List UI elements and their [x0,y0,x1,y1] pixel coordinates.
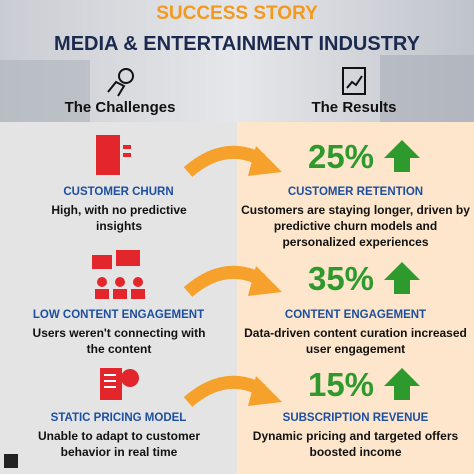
challenge-title: STATIC PRICING MODEL [50,412,187,424]
challenge-text: Users weren't connecting with the conten… [32,326,206,356]
result-title: SUBSCRIPTION REVENUE [282,412,429,424]
challenge-text: Unable to adapt to customer behavior in … [37,429,201,459]
challenge-text: High, with no predictive insights [51,203,187,233]
challenge-title: CUSTOMER CHURN [63,186,174,198]
result-text: Customers are staying longer, driven by … [241,203,470,249]
challenge-title: LOW CONTENT ENGAGEMENT [32,309,205,321]
result-text: Data-driven content curation increased u… [244,326,467,356]
result-title: CONTENT ENGAGEMENT [284,309,427,321]
result-text: Dynamic pricing and targeted offers boos… [252,429,459,459]
result-title: CUSTOMER RETENTION [287,186,424,198]
result-metric: 15% [307,366,375,403]
result-metric: 35% [307,260,375,297]
tag: SUCCESS STORY [156,3,318,24]
result-metric: 25% [307,138,375,175]
column-header: The Results [311,99,397,116]
column-header: The Challenges [64,99,176,116]
title: MEDIA & ENTERTAINMENT INDUSTRY [54,33,420,55]
